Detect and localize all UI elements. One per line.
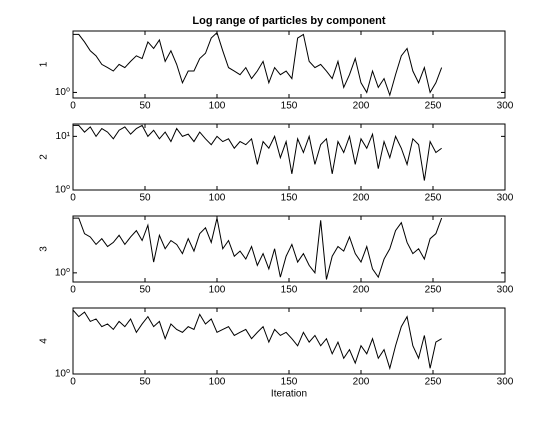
- y-axis-label: 1: [39, 61, 50, 67]
- x-tick-label: 50: [139, 377, 151, 388]
- x-tick-label: 100: [209, 193, 226, 204]
- data-line: [73, 217, 443, 280]
- y-tick-label: 10¹: [56, 131, 71, 142]
- axes-box: [72, 215, 506, 283]
- x-tick-label: 50: [139, 193, 151, 204]
- x-tick-label: 0: [70, 285, 76, 296]
- x-tick-label: 250: [425, 377, 442, 388]
- x-tick-label: 0: [70, 193, 76, 204]
- axes-box: [72, 307, 506, 375]
- x-tick-label: 300: [497, 377, 514, 388]
- x-tick-label: 300: [497, 101, 514, 112]
- axes-box: [72, 30, 506, 99]
- x-tick-label: 200: [353, 285, 370, 296]
- data-line: [72, 309, 442, 371]
- x-tick-label: 200: [353, 377, 370, 388]
- x-tick-label: 250: [425, 193, 442, 204]
- data-line: [73, 124, 442, 181]
- x-tick-label: 50: [139, 285, 151, 296]
- chart-title: Log range of particles by component: [192, 15, 385, 27]
- x-tick-label: 150: [281, 101, 298, 112]
- x-tick-label: 250: [425, 101, 442, 112]
- data-line: [73, 31, 443, 97]
- x-tick-label: 200: [353, 101, 370, 112]
- y-axis-label: 2: [39, 154, 50, 160]
- x-tick-label: 100: [209, 377, 226, 388]
- x-tick-label: 100: [209, 101, 226, 112]
- x-tick-label: 150: [281, 193, 298, 204]
- y-tick-label: 10⁰: [55, 369, 70, 380]
- x-tick-label: 100: [209, 285, 226, 296]
- y-axis-label: 3: [39, 246, 50, 252]
- x-tick-label: 300: [497, 193, 514, 204]
- x-tick-label: 200: [353, 193, 370, 204]
- x-tick-label: 150: [281, 285, 298, 296]
- x-tick-label: 150: [281, 377, 298, 388]
- x-tick-label: 0: [70, 101, 76, 112]
- y-tick-label: 10⁰: [55, 185, 70, 196]
- x-tick-label: 0: [70, 377, 76, 388]
- x-tick-label: 300: [497, 285, 514, 296]
- x-tick-label: 50: [139, 101, 151, 112]
- x-tick-label: 250: [425, 285, 442, 296]
- y-tick-label: 10⁰: [55, 87, 70, 98]
- y-tick-label: 10⁰: [55, 267, 70, 278]
- x-axis-label: Iteration: [271, 389, 307, 400]
- y-axis-label: 4: [39, 338, 50, 344]
